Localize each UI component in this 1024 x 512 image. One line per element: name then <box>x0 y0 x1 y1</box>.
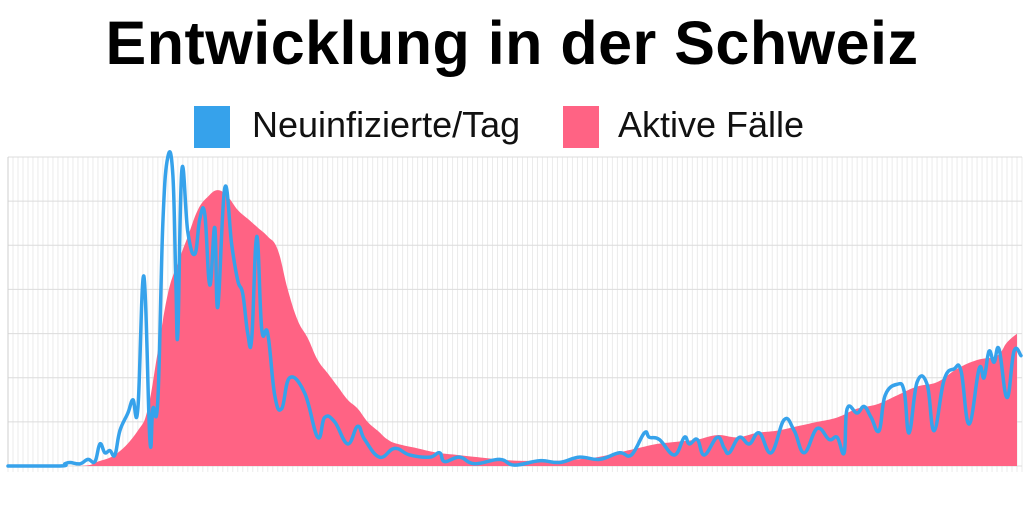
legend-swatch-active-cases[interactable] <box>563 106 599 148</box>
series-line-new-infections <box>6 150 1023 468</box>
legend-swatch-new-infections[interactable] <box>194 106 230 148</box>
chart-legend: Neuinfizierte/Tag Aktive Fälle <box>0 102 1024 152</box>
chart-title: Entwicklung in der Schweiz <box>105 9 919 77</box>
legend-label-active-cases[interactable]: Aktive Fälle <box>618 104 805 145</box>
legend-label-new-infections[interactable]: Neuinfizierte/Tag <box>252 104 521 145</box>
